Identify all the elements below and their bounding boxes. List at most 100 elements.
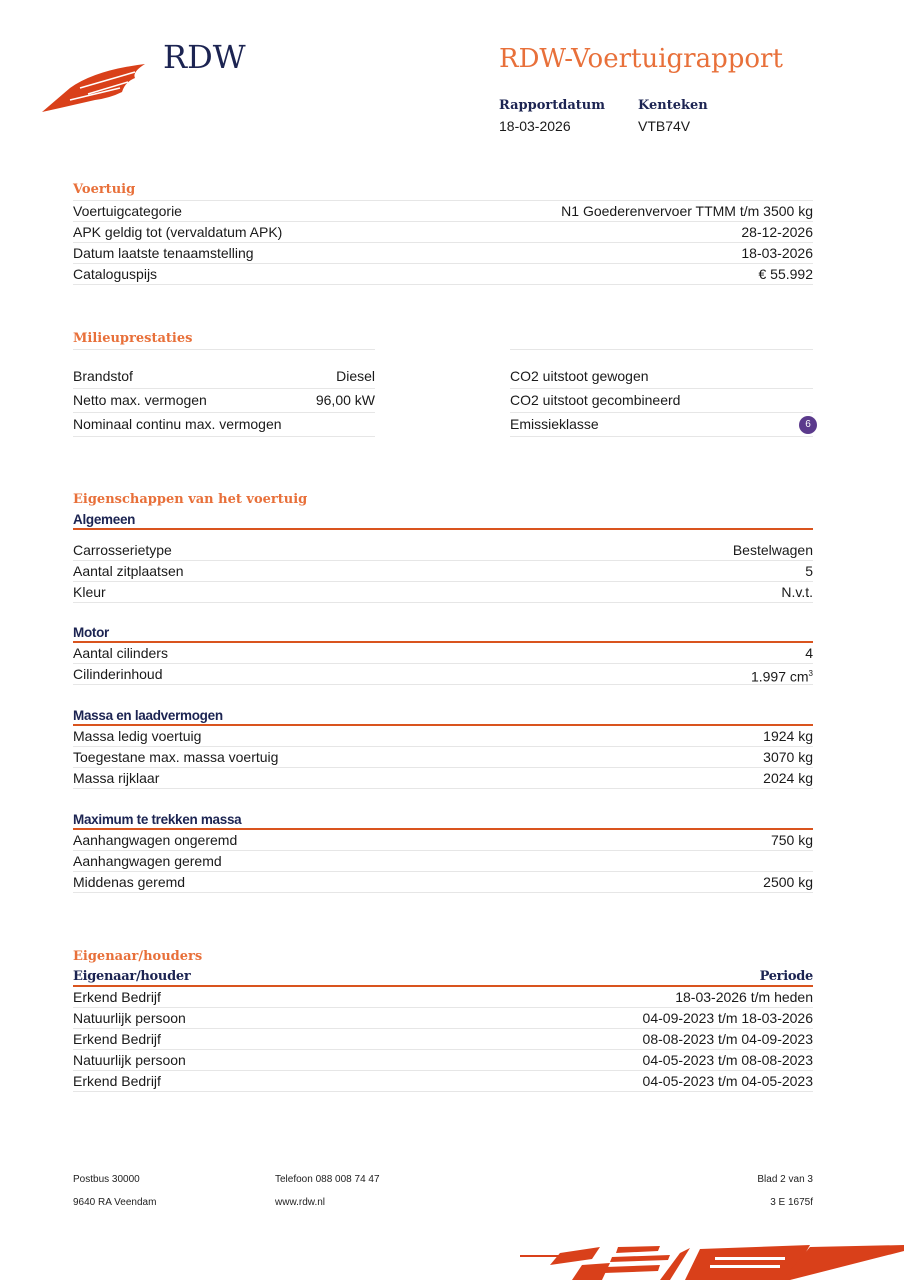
table-row: Erkend Bedrijf 04-05-2023 t/m 04-05-2023: [73, 1071, 813, 1092]
section-eigenaar: Eigenaar/houders Eigenaar/houder Periode …: [73, 947, 813, 1092]
row-label: Erkend Bedrijf: [73, 1073, 161, 1089]
row-label: Cilinderinhoud: [73, 666, 163, 682]
table-row: Netto max. vermogen: [73, 389, 303, 413]
section-heading: Voertuig: [73, 182, 136, 197]
license-plate-label: Kenteken: [638, 98, 708, 113]
row-value-cell: Diesel: [303, 365, 375, 389]
table-row: Toegestane max. massa voertuig 3070 kg: [73, 747, 813, 768]
report-date-value: 18-03-2026: [499, 118, 571, 134]
row-value: € 55.992: [758, 266, 814, 282]
row-value-cell: [303, 413, 375, 437]
section-milieu: Milieuprestaties Brandstof Diesel CO2 ui…: [73, 329, 817, 437]
table-row: CO2 uitstoot gecombineerd: [510, 389, 813, 413]
table-row: Massa rijklaar 2024 kg: [73, 768, 813, 789]
row-label: Massa rijklaar: [73, 770, 160, 786]
row-value: 96,00 kW: [315, 392, 375, 408]
license-plate-value: VTB74V: [638, 118, 691, 134]
row-label: Carrosserietype: [73, 542, 172, 558]
table-row: Carrosserietype Bestelwagen: [73, 540, 813, 561]
table-row: Aantal cilinders 4: [73, 643, 813, 664]
section-eigenschappen: Eigenschappen van het voertuig Algemeen …: [73, 490, 813, 893]
group-heading: Massa en laadvermogen: [73, 706, 813, 726]
row-label: Middenas geremd: [73, 874, 186, 890]
table-row: Datum laatste tenaamstelling 18-03-2026: [73, 243, 813, 264]
table-row: Natuurlijk persoon 04-05-2023 t/m 08-08-2…: [73, 1050, 813, 1071]
table-row: Massa ledig voertuig 1924 kg: [73, 726, 813, 747]
table-row: CO2 uitstoot gewogen: [510, 365, 813, 389]
row-value: N.v.t.: [781, 584, 813, 600]
table-row: Natuurlijk persoon 04-09-2023 t/m 18-03-2…: [73, 1008, 813, 1029]
footer-code: 3 E 1675f: [770, 1197, 813, 1208]
row-value: 04-05-2023 t/m 08-08-2023: [642, 1052, 813, 1068]
group-heading: Motor: [73, 623, 813, 643]
row-value: 18-03-2026: [741, 245, 813, 261]
row-value: 28-12-2026: [741, 224, 813, 240]
rdw-logo-text: RDW: [163, 38, 246, 76]
section-heading: Eigenschappen van het voertuig: [73, 492, 308, 507]
row-value: 04-05-2023 t/m 04-05-2023: [642, 1073, 813, 1089]
table-row: Kleur N.v.t.: [73, 582, 813, 603]
row-value: N1 Goederenvervoer TTMM t/m 3500 kg: [561, 203, 813, 219]
row-label: CO2 uitstoot gecombineerd: [510, 392, 681, 408]
table-row: Cataloguspijs € 55.992: [73, 264, 813, 285]
row-value: 1924 kg: [763, 728, 813, 744]
table-row: Cilinderinhoud 1.997 cm3: [73, 664, 813, 685]
row-value: Diesel: [336, 368, 375, 384]
table-row: Nominaal continu max. vermogen: [73, 413, 303, 437]
row-label: Netto max. vermogen: [73, 392, 207, 408]
table-header: Eigenaar/houder Periode: [73, 967, 813, 987]
row-label: Aantal zitplaatsen: [73, 563, 184, 579]
report-title: RDW-Voertuigrapport: [499, 44, 783, 74]
table-row: Aantal zitplaatsen 5: [73, 561, 813, 582]
report-date-label: Rapportdatum: [499, 98, 605, 113]
row-value: 18-03-2026 t/m heden: [675, 989, 813, 1005]
row-label: Voertuigcategorie: [73, 203, 182, 219]
row-label: Natuurlijk persoon: [73, 1052, 186, 1068]
row-value: Bestelwagen: [732, 542, 813, 558]
row-value: 750 kg: [770, 832, 813, 848]
row-value: 2500 kg: [763, 874, 813, 890]
footer-address-1: Postbus 30000: [73, 1174, 140, 1185]
column-header: Periode: [759, 969, 814, 984]
row-value: 2024 kg: [763, 770, 813, 786]
table-row: APK geldig tot (vervaldatum APK) 28-12-20…: [73, 222, 813, 243]
column-header: Eigenaar/houder: [73, 969, 191, 984]
footer-address-2: 9640 RA Veendam: [73, 1197, 157, 1208]
section-heading: Eigenaar/houders: [73, 949, 203, 964]
row-label: Natuurlijk persoon: [73, 1010, 186, 1026]
row-label: APK geldig tot (vervaldatum APK): [73, 224, 283, 240]
footer-website[interactable]: www.rdw.nl: [275, 1197, 326, 1208]
table-row: Brandstof: [73, 365, 303, 389]
row-value: 3070 kg: [763, 749, 813, 765]
footer-page-number: Blad 2 van 3: [757, 1174, 813, 1185]
table-row: Aanhangwagen ongeremd 750 kg: [73, 830, 813, 851]
row-label: Erkend Bedrijf: [73, 989, 161, 1005]
row-value: 5: [805, 563, 813, 579]
row-value: 08-08-2023 t/m 04-09-2023: [642, 1031, 813, 1047]
row-label: Kleur: [73, 584, 106, 600]
section-heading: Milieuprestaties: [73, 331, 193, 346]
row-label: Aantal cilinders: [73, 645, 168, 661]
footer-phone: Telefoon 088 008 74 47: [275, 1174, 380, 1185]
row-value: 04-09-2023 t/m 18-03-2026: [642, 1010, 813, 1026]
decorative-stripes-icon: [520, 1245, 904, 1280]
row-label: Aanhangwagen geremd: [73, 853, 222, 869]
row-label: Cataloguspijs: [73, 266, 158, 282]
table-row: Erkend Bedrijf 18-03-2026 t/m heden: [73, 987, 813, 1008]
row-label: Massa ledig voertuig: [73, 728, 202, 744]
row-value: 4: [805, 645, 813, 661]
table-row: Erkend Bedrijf 08-08-2023 t/m 04-09-2023: [73, 1029, 813, 1050]
rdw-feather-logo-icon: [42, 64, 145, 112]
table-row: Emissieklasse 6: [510, 413, 817, 437]
row-label: Emissieklasse: [510, 416, 599, 432]
row-label: Brandstof: [73, 368, 133, 384]
row-value-cell: 96,00 kW: [303, 389, 375, 413]
group-heading: Maximum te trekken massa: [73, 810, 813, 830]
table-row: Aanhangwagen geremd: [73, 851, 813, 872]
table-row: Middenas geremd 2500 kg: [73, 872, 813, 893]
emission-class-badge: 6: [799, 416, 817, 434]
table-row: Voertuigcategorie N1 Goederenvervoer TTMM…: [73, 201, 813, 222]
row-label: Datum laatste tenaamstelling: [73, 245, 254, 261]
row-label: CO2 uitstoot gewogen: [510, 368, 649, 384]
row-label: Aanhangwagen ongeremd: [73, 832, 238, 848]
